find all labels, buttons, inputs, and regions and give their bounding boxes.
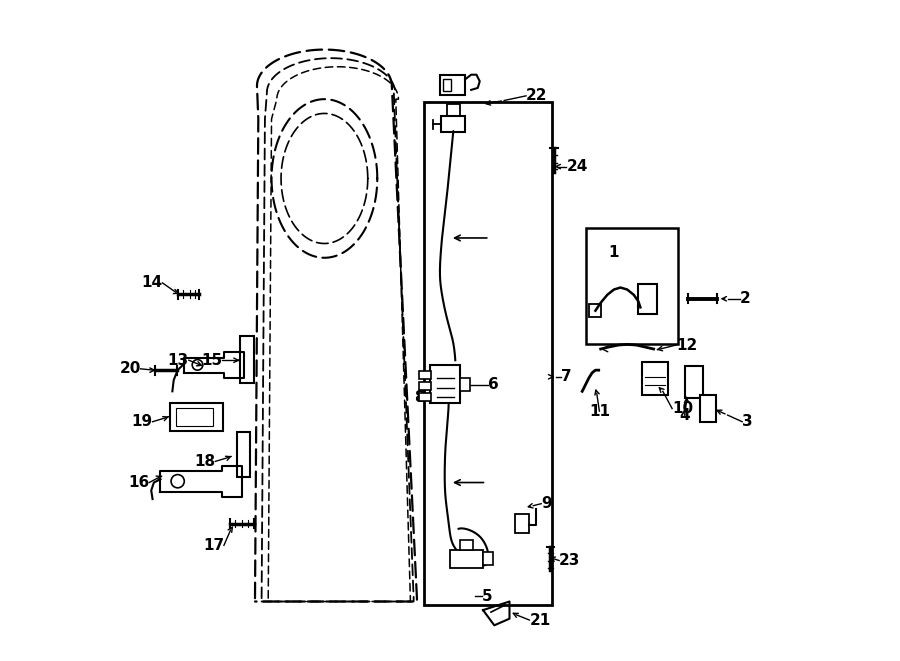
Bar bbox=[642, 362, 668, 395]
Text: 1: 1 bbox=[608, 245, 619, 260]
Text: 22: 22 bbox=[526, 89, 547, 103]
Bar bbox=[424, 102, 553, 605]
Text: 8: 8 bbox=[414, 391, 425, 405]
Text: 5: 5 bbox=[482, 589, 492, 603]
Text: 24: 24 bbox=[566, 159, 588, 174]
Bar bbox=[638, 284, 657, 314]
Bar bbox=[446, 104, 460, 116]
Bar bbox=[170, 403, 222, 431]
Bar bbox=[238, 432, 250, 477]
Bar bbox=[440, 75, 465, 95]
Text: 11: 11 bbox=[589, 404, 610, 418]
Text: 15: 15 bbox=[201, 353, 222, 368]
Text: 9: 9 bbox=[541, 496, 552, 511]
Text: 3: 3 bbox=[742, 414, 752, 429]
Text: 16: 16 bbox=[128, 475, 149, 490]
Bar bbox=[444, 79, 451, 91]
Text: 10: 10 bbox=[672, 401, 693, 416]
Bar bbox=[515, 514, 529, 533]
Bar bbox=[586, 228, 678, 344]
Bar bbox=[460, 378, 470, 391]
Text: 18: 18 bbox=[194, 454, 215, 469]
Bar bbox=[700, 395, 716, 422]
Bar bbox=[176, 408, 212, 426]
Text: 23: 23 bbox=[559, 553, 580, 568]
Bar bbox=[418, 382, 431, 390]
Text: 21: 21 bbox=[529, 613, 551, 627]
Bar bbox=[418, 393, 431, 401]
Bar bbox=[685, 366, 703, 398]
Text: 20: 20 bbox=[120, 362, 140, 376]
Text: 12: 12 bbox=[676, 338, 698, 352]
Text: 6: 6 bbox=[489, 377, 500, 392]
Text: 2: 2 bbox=[740, 292, 751, 306]
Bar bbox=[430, 365, 460, 403]
Text: 7: 7 bbox=[561, 369, 572, 384]
Text: 19: 19 bbox=[131, 414, 153, 429]
Bar bbox=[450, 550, 483, 568]
Text: 14: 14 bbox=[141, 276, 163, 290]
Bar bbox=[589, 304, 600, 317]
Text: 17: 17 bbox=[202, 538, 224, 553]
Bar bbox=[240, 336, 254, 383]
Text: 4: 4 bbox=[680, 408, 690, 422]
Bar bbox=[483, 552, 493, 565]
Bar bbox=[441, 116, 465, 132]
Bar bbox=[460, 540, 473, 550]
Text: 13: 13 bbox=[167, 353, 189, 368]
Bar bbox=[418, 371, 431, 379]
